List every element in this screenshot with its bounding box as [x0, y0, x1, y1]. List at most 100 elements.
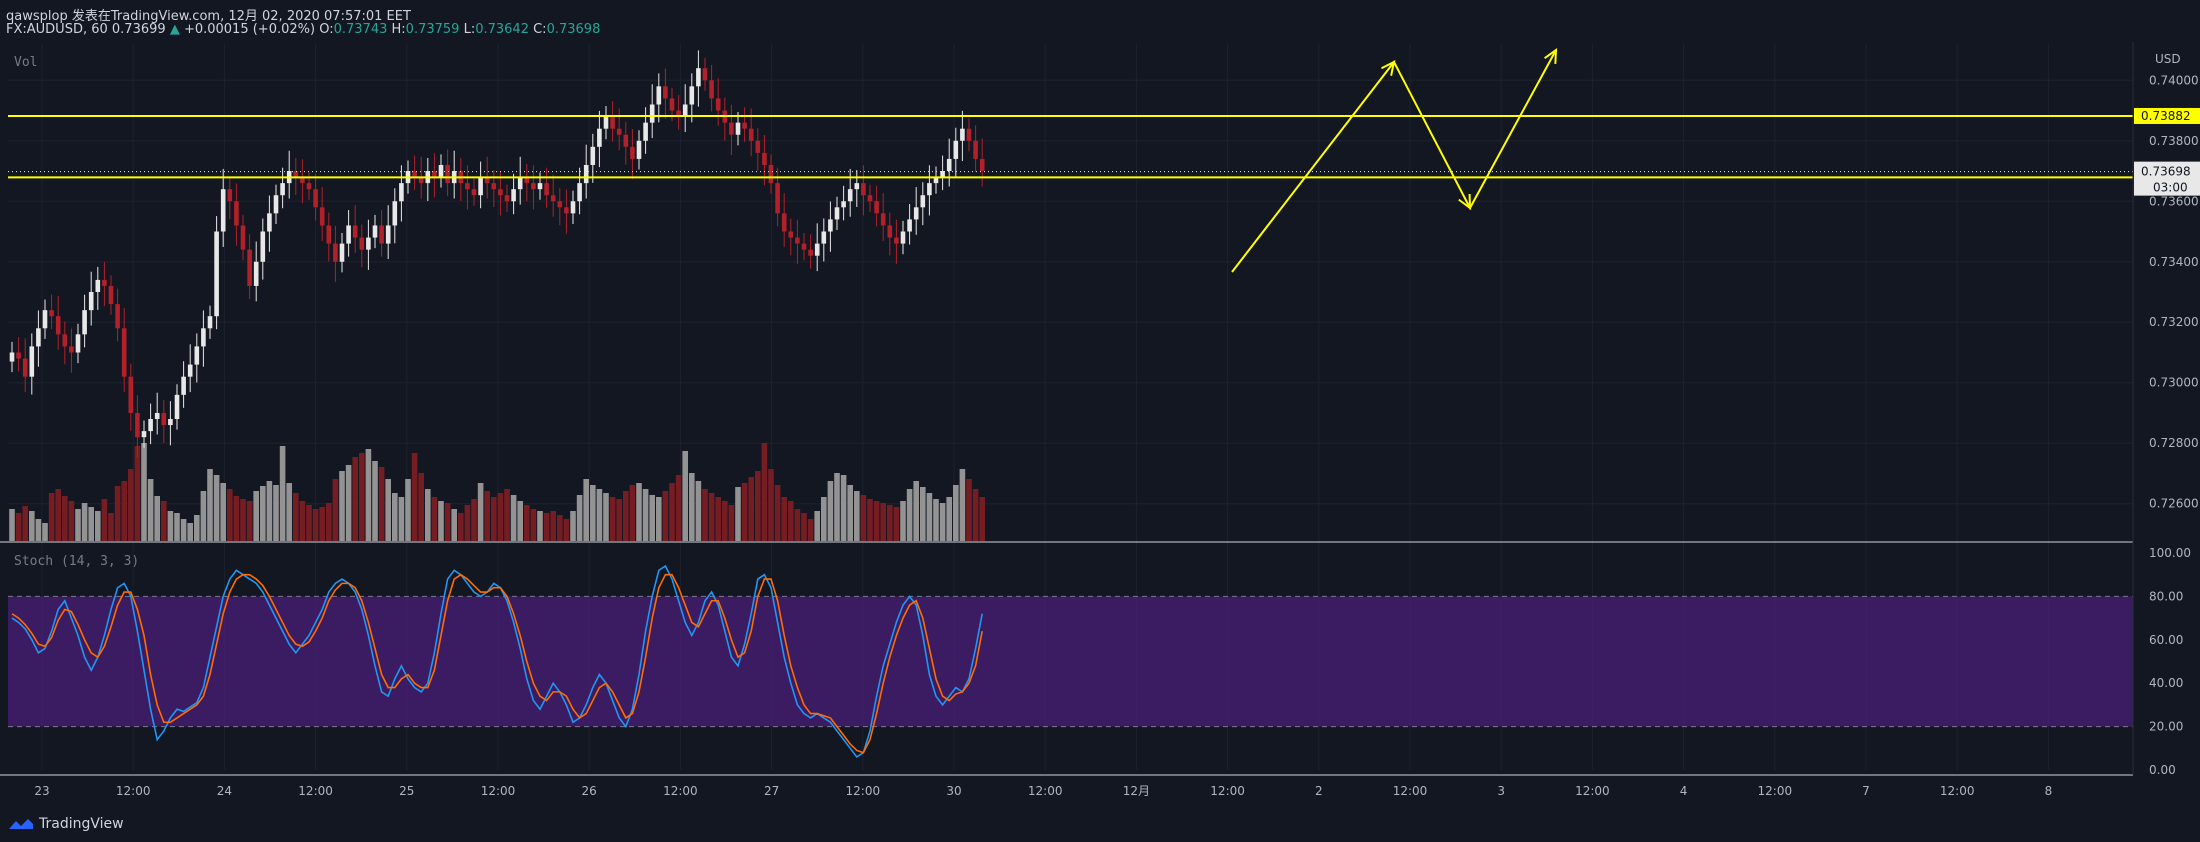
volume-bar — [847, 485, 853, 541]
stoch-overbought-oversold-band — [8, 596, 2133, 727]
stoch-tick-label: 0.00 — [2149, 763, 2176, 777]
candle-body — [432, 171, 437, 178]
candle-body — [22, 358, 28, 377]
stoch-label: Stoch (14, 3, 3) — [14, 554, 139, 569]
candle-body — [385, 225, 391, 244]
candle-body — [128, 376, 134, 413]
candle-body — [392, 201, 398, 226]
time-tick-label: 12:00 — [1575, 784, 1610, 798]
volume-bar — [953, 485, 959, 541]
currency-label[interactable]: USD — [2155, 52, 2181, 66]
tradingview-brand[interactable]: TradingView — [8, 814, 124, 834]
candle-body — [168, 419, 173, 426]
volume-bar — [596, 489, 603, 541]
candle-body — [788, 231, 794, 238]
volume-bar — [933, 499, 939, 541]
time-tick-label: 12:00 — [663, 784, 698, 798]
candle-body — [207, 316, 213, 329]
candle-body — [702, 68, 708, 81]
candle-body — [95, 279, 101, 292]
volume-bar — [365, 449, 372, 541]
candle-body — [643, 122, 648, 141]
volume-bar — [768, 469, 774, 541]
symbol-name[interactable]: FX:AUDUSD, 60 — [6, 22, 108, 37]
volume-bar — [161, 501, 167, 541]
candle-body — [979, 158, 985, 172]
candle-body — [669, 98, 675, 111]
candle-body — [814, 243, 820, 256]
volume-bar — [834, 473, 840, 541]
volume-bar — [81, 503, 88, 541]
candle-body — [550, 195, 556, 202]
candle-body — [412, 171, 417, 178]
volume-bar — [893, 507, 900, 541]
candle-body — [927, 183, 932, 196]
candle-body — [775, 183, 780, 214]
candle-body — [900, 231, 906, 244]
candle-body — [220, 189, 226, 232]
candle-body — [682, 104, 688, 117]
volume-bar — [438, 501, 444, 541]
candle-body — [537, 183, 543, 190]
volume-bar — [194, 515, 200, 541]
volume-bar — [669, 483, 675, 541]
open-label: O: — [319, 22, 334, 37]
candle-body — [379, 225, 384, 244]
volume-bar — [629, 485, 636, 541]
volume-label: Vol — [14, 55, 37, 70]
time-tick-label: 12:00 — [1210, 784, 1245, 798]
close-value: 0.73698 — [546, 22, 601, 37]
volume-bar — [207, 469, 213, 541]
volume-bar — [603, 493, 609, 541]
candle-body — [874, 201, 879, 214]
candle-body — [729, 122, 734, 135]
volume-bar — [966, 479, 972, 541]
candle-body — [352, 225, 358, 238]
level-price-tag — [2134, 107, 2200, 124]
volume-bar — [939, 503, 946, 541]
candle-body — [55, 316, 61, 335]
volume-bar — [590, 485, 596, 541]
volume-bar — [332, 479, 339, 541]
volume-bar — [35, 519, 42, 541]
candle-body — [359, 237, 365, 250]
candle-body — [366, 237, 371, 250]
candle-body — [319, 207, 325, 226]
candle-body — [399, 183, 404, 202]
volume-bar — [9, 509, 15, 541]
volume-bar — [55, 489, 61, 541]
candle-body — [709, 80, 714, 99]
candle-body — [372, 225, 378, 238]
volume-bar — [728, 505, 735, 541]
candle-body — [907, 219, 912, 232]
volume-bar — [62, 496, 68, 541]
volume-bar — [48, 493, 55, 541]
volume-bar — [147, 479, 154, 541]
candle-body — [960, 128, 965, 141]
volume-bar — [253, 491, 259, 541]
stoch-lines — [11, 564, 983, 759]
candle-body — [913, 207, 919, 220]
volume-bar — [609, 497, 616, 541]
candle-body — [808, 249, 813, 256]
candle-body — [187, 364, 193, 377]
candle-body — [531, 183, 536, 190]
trend-arrows[interactable] — [1231, 47, 1558, 273]
candle-body — [240, 225, 246, 250]
candle-body — [801, 243, 807, 250]
volume-bar — [854, 491, 860, 541]
tradingview-logo-icon — [9, 819, 33, 829]
candle-body — [689, 86, 695, 105]
current-price-tag — [2134, 161, 2200, 196]
stoch-d-line — [11, 573, 983, 754]
candle-body — [148, 419, 153, 432]
volume-bar — [128, 469, 134, 541]
candle-body — [438, 164, 444, 178]
volume-bar — [240, 499, 246, 541]
time-tick-label: 12:00 — [1758, 784, 1793, 798]
volume-bar — [774, 485, 781, 541]
time-tick-label: 7 — [1862, 784, 1870, 798]
candle-body — [795, 237, 800, 244]
